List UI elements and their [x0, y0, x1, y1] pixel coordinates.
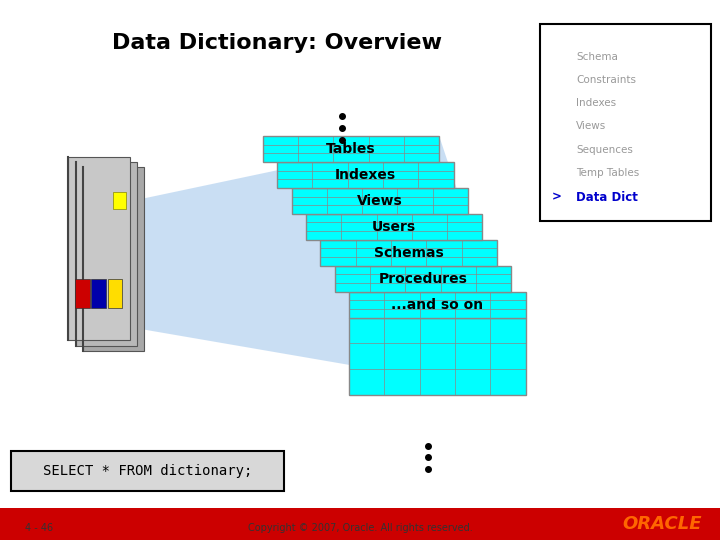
Polygon shape [112, 136, 526, 395]
FancyBboxPatch shape [11, 451, 284, 491]
Text: Copyright © 2007, Oracle. All rights reserved.: Copyright © 2007, Oracle. All rights res… [248, 523, 472, 533]
FancyBboxPatch shape [75, 279, 90, 308]
Text: Procedures: Procedures [379, 272, 467, 286]
Text: Sequences: Sequences [576, 145, 633, 154]
FancyBboxPatch shape [292, 188, 468, 214]
Text: SELECT * FROM dictionary;: SELECT * FROM dictionary; [43, 464, 252, 478]
Text: Views: Views [357, 194, 402, 208]
FancyBboxPatch shape [91, 279, 106, 308]
Text: Views: Views [576, 122, 606, 131]
FancyBboxPatch shape [76, 162, 137, 346]
Text: Tables: Tables [326, 142, 376, 156]
FancyBboxPatch shape [335, 266, 511, 292]
Text: Constraints: Constraints [576, 75, 636, 85]
Text: Data Dict: Data Dict [576, 191, 638, 204]
Text: Schema: Schema [576, 52, 618, 62]
Text: ORACLE: ORACLE [623, 515, 702, 533]
FancyBboxPatch shape [113, 192, 126, 208]
FancyBboxPatch shape [107, 279, 122, 308]
FancyBboxPatch shape [349, 292, 526, 318]
Text: Data Dictionary: Overview: Data Dictionary: Overview [112, 33, 442, 53]
FancyBboxPatch shape [0, 508, 720, 540]
FancyBboxPatch shape [68, 157, 130, 340]
Text: >: > [552, 191, 562, 204]
FancyBboxPatch shape [277, 162, 454, 188]
Text: Schemas: Schemas [374, 246, 444, 260]
FancyBboxPatch shape [320, 240, 497, 266]
Text: Users: Users [372, 220, 416, 234]
Text: Temp Tables: Temp Tables [576, 168, 639, 178]
FancyBboxPatch shape [540, 24, 711, 221]
FancyBboxPatch shape [263, 136, 439, 162]
Text: ...and so on: ...and so on [392, 298, 483, 312]
FancyBboxPatch shape [349, 318, 526, 395]
FancyBboxPatch shape [83, 167, 144, 351]
FancyBboxPatch shape [306, 214, 482, 240]
Text: Indexes: Indexes [576, 98, 616, 108]
Text: Indexes: Indexes [335, 168, 396, 182]
Text: 4 - 46: 4 - 46 [25, 523, 53, 533]
